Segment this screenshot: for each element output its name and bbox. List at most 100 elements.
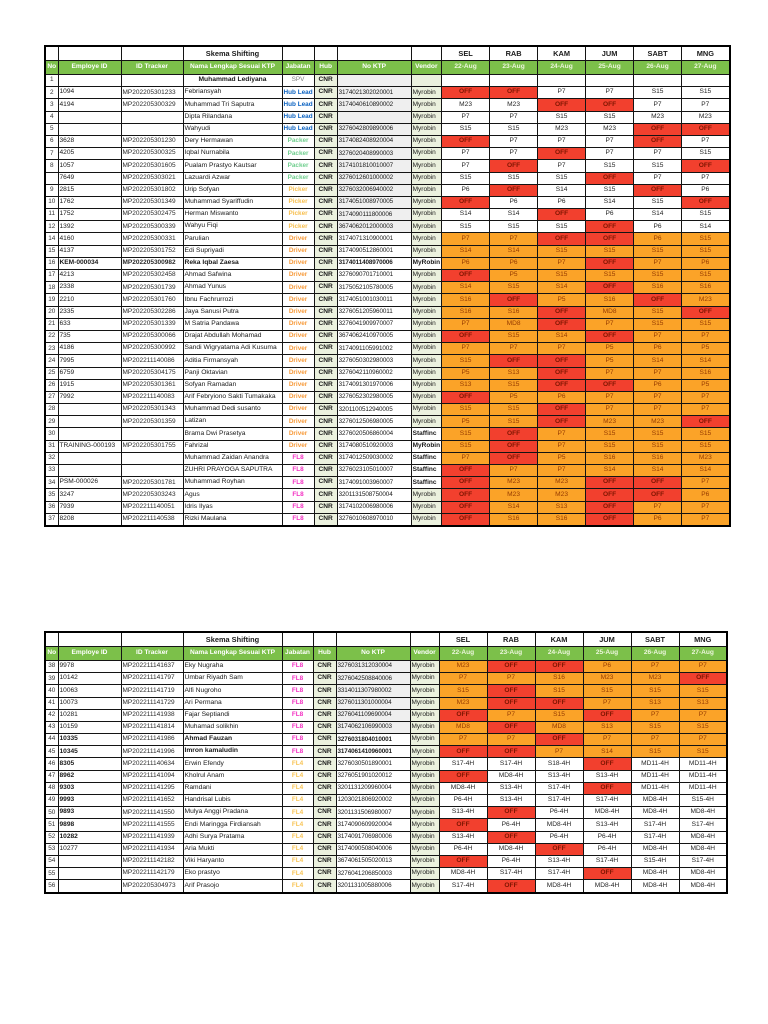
id-tracker-cell: MP202205301605: [120, 159, 184, 173]
hub-cell: CNR: [313, 195, 338, 210]
shift-cell: S14: [633, 463, 683, 478]
shift-cell: S15: [441, 220, 491, 234]
employe-id-cell: 9978: [57, 659, 122, 674]
no-ktp-cell: 3674061505020013: [335, 854, 411, 869]
vendor-cell: Myrobin: [409, 659, 440, 674]
schedule-row: 49 9993 MP202211141652 Handrisal Lubis FL4 CN…: [44, 793, 728, 808]
vendor-cell: Myrobin: [410, 488, 443, 502]
jabatan-cell: FL8: [281, 463, 315, 478]
shift-cell: MD8-4H: [438, 781, 488, 796]
shift-cell: S14: [681, 463, 731, 478]
shift-cell: S13: [678, 696, 728, 710]
hub-cell: CNR: [313, 329, 338, 344]
shift-cell: P7: [585, 390, 635, 405]
shift-cell: P7: [537, 342, 587, 356]
employee-name-cell: Reka Iqbal Zaesa: [182, 256, 283, 271]
shift-cell: OFF: [585, 512, 635, 527]
id-tracker-cell: MP202205302286: [120, 305, 184, 319]
shift-cell: S15: [489, 122, 539, 136]
shift-cell: S15: [537, 171, 587, 185]
shift-cell: P6-4H: [486, 818, 536, 832]
no-ktp-cell: 3276041909970007: [336, 317, 412, 331]
shift-cell: [585, 73, 635, 88]
shift-cell: S15: [678, 720, 728, 735]
employee-name-cell: Arif Febryiono Sakti Tumakaka: [182, 390, 283, 405]
schedule-row: 6 3628 MP202205301230 Dery Hermawan Packer CN…: [44, 134, 731, 149]
no-ktp-cell: 3174061410960001: [335, 745, 411, 759]
employee-name-cell: Fajar Septiandi: [182, 708, 283, 722]
shift-cell: MD8-4H: [534, 879, 584, 893]
no-ktp-cell: 3201131209960004: [335, 781, 411, 796]
employee-name-cell: Muhammad Tri Saputra: [182, 98, 283, 112]
schedule-row: 55 MP202211142179 Eko prastyo FL4 CNR 3276041…: [44, 867, 728, 881]
vendor-cell: MyRobin: [410, 256, 443, 271]
date-header: 27-Aug: [678, 645, 728, 661]
col-header-no-ktp: No KTP: [336, 60, 412, 75]
shift-cell: P6-4H: [582, 842, 632, 856]
employee-name-cell: Ahmad Safwina: [182, 268, 283, 283]
shift-cell: S16: [489, 512, 539, 527]
shift-cell: S15: [633, 86, 683, 100]
vendor-cell: Myrobin: [410, 171, 443, 185]
row-number: 2: [44, 86, 59, 100]
shift-cell: M23: [585, 415, 635, 429]
employee-name-cell: Imron kamaludin: [182, 745, 283, 759]
row-number: 30: [44, 427, 59, 441]
id-tracker-cell: MP202205301359: [120, 415, 184, 429]
vendor-cell: Myrobin: [409, 806, 440, 820]
shift-cell: P7: [441, 147, 491, 161]
row-number: 28: [44, 403, 59, 417]
schedule-row: 42 10281 MP202211141938 Fajar Septiandi FL8 C…: [44, 708, 728, 722]
hub-cell: CNR: [313, 415, 338, 429]
employee-name-cell: Umbar Riyadh Sam: [182, 672, 283, 686]
shift-cell: OFF: [537, 147, 587, 161]
shift-cell: S14: [585, 195, 635, 210]
shift-cell: P7: [630, 708, 680, 722]
shift-cell: S15: [585, 183, 635, 197]
shift-cell: OFF: [537, 403, 587, 417]
jabatan-cell: FL8: [281, 672, 314, 686]
employee-name-cell: Wahyu Fiqi: [182, 220, 283, 234]
shift-cell: S16: [441, 305, 491, 319]
vendor-cell: Staffinc: [410, 427, 443, 441]
col-header-no: No: [44, 645, 59, 661]
schedule-row: 47 8962 MP202211141094 Kholrul Anam FL4 CNR 32…: [44, 769, 728, 783]
shift-cell: S14: [585, 463, 635, 478]
id-tracker-cell: MP202205300329: [120, 98, 184, 112]
employe-id-cell: 8208: [57, 512, 122, 527]
no-ktp-cell: 3201131508750004: [336, 488, 412, 502]
vendor-cell: Myrobin: [410, 281, 443, 295]
employe-id-cell: [57, 73, 122, 88]
col-header-employe-id: Employe ID: [57, 645, 122, 661]
employee-name-cell: Arif Prasojo: [182, 879, 283, 893]
schedule-row: 51 9898 MP202211141555 Endi Maringga Firdia…: [44, 818, 728, 832]
hub-cell: CNR: [312, 793, 337, 808]
shift-cell: P7: [681, 390, 731, 405]
vendor-cell: Myrobin: [410, 147, 443, 161]
row-number: 7: [44, 147, 59, 161]
shift-cell: S14: [633, 354, 683, 368]
shift-cell: MD8-4H: [438, 867, 488, 881]
shift-cell: S14: [441, 208, 491, 222]
id-tracker-cell: MP202205301755: [120, 439, 184, 453]
shift-cell: S15: [633, 159, 683, 173]
shift-cell: MD8-4H: [678, 806, 728, 820]
shift-cell: MD8-4H: [630, 806, 680, 820]
row-number: 48: [44, 781, 59, 796]
employe-id-cell: [57, 110, 122, 124]
shift-cell: S13: [489, 366, 539, 380]
hub-cell: CNR: [312, 867, 337, 881]
shift-cell: P6: [585, 208, 635, 222]
id-tracker-cell: [120, 73, 184, 88]
shift-cell: S15: [441, 439, 491, 453]
shift-cell: S15: [630, 745, 680, 759]
shift-cell: M23: [681, 293, 731, 307]
jabatan-cell: FL4: [281, 854, 314, 869]
shift-cell: S15: [681, 439, 731, 453]
shift-cell: S15: [681, 208, 731, 222]
no-ktp-cell: 3174062106990003: [335, 720, 411, 735]
row-number: 15: [44, 244, 59, 258]
blank-header-cell: [281, 631, 314, 647]
shift-cell: OFF: [537, 415, 587, 429]
shift-cell: MD11-4H: [630, 781, 680, 796]
